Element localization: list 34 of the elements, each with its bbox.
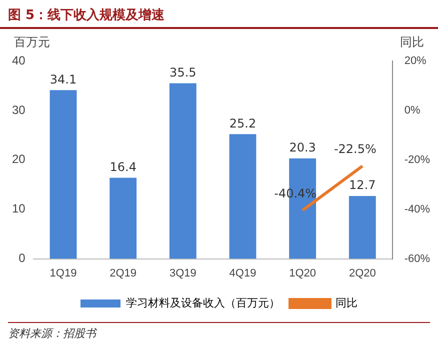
y-tick-label: 0 xyxy=(18,251,26,266)
data-label: 12.7 xyxy=(349,178,376,192)
y-axis-title: 百万元 xyxy=(14,35,50,50)
bar xyxy=(348,196,376,259)
x-tick-label: 4Q19 xyxy=(229,267,256,280)
x-tick-label: 1Q20 xyxy=(289,267,316,280)
bar xyxy=(169,83,196,259)
data-label: 25.2 xyxy=(229,116,256,130)
y-tick-label: 20 xyxy=(12,152,26,166)
y2-tick-label: 0% xyxy=(404,104,420,116)
bar xyxy=(110,178,137,259)
data-label: 20.3 xyxy=(289,140,316,155)
y-tick-label: 40 xyxy=(12,53,26,68)
y2-tick-label: -60% xyxy=(404,252,430,265)
bar xyxy=(229,134,256,259)
y2-tick-label: -20% xyxy=(404,154,430,166)
legend-label: 学习材料及设备收入（百万元） xyxy=(126,296,280,310)
x-tick-label: 1Q19 xyxy=(50,267,77,280)
data-label: 34.1 xyxy=(50,72,77,86)
data-label: 35.5 xyxy=(170,65,196,80)
data-label: -22.5% xyxy=(334,142,376,156)
y2-axis-title: 同比 xyxy=(400,35,424,50)
y2-tick-label: -40% xyxy=(404,203,430,216)
data-label: 16.4 xyxy=(110,160,136,174)
y-tick-label: 30 xyxy=(12,102,26,117)
y-tick-label: 10 xyxy=(12,202,26,216)
chart-title: 图 5：线下收入规模及增速 xyxy=(0,0,438,29)
x-tick-label: 2Q20 xyxy=(348,267,376,280)
x-tick-label: 2Q19 xyxy=(110,267,137,280)
bar xyxy=(50,90,77,259)
x-tick-label: 3Q19 xyxy=(169,267,196,280)
text: 资料来源：招股书 xyxy=(8,322,430,341)
y2-tick-label: 20% xyxy=(404,55,427,68)
legend-label: 同比 xyxy=(336,296,358,310)
